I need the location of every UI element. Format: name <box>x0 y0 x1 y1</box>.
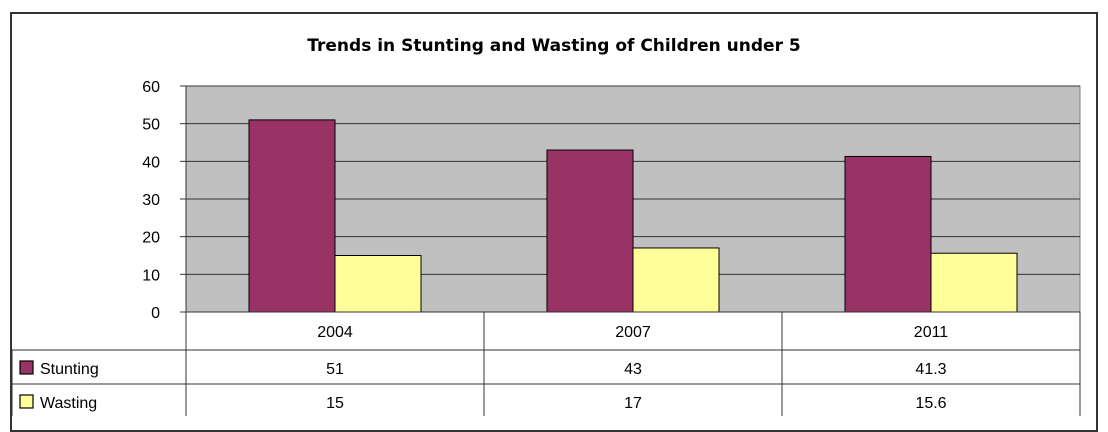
data-label-stunting: 43 <box>624 361 642 378</box>
category-label: 2004 <box>317 324 353 341</box>
chart-title: Trends in Stunting and Wasting of Childr… <box>307 36 801 56</box>
bar-wasting-2011 <box>930 252 1018 313</box>
data-label-wasting: 17 <box>624 395 642 412</box>
category-label: 2007 <box>615 324 651 341</box>
y-tick-label: 0 <box>151 305 160 322</box>
legend-label-stunting: Stunting <box>40 361 99 378</box>
bar-stunting-2007 <box>546 149 634 313</box>
legend-key-stunting <box>19 360 34 375</box>
y-tick-label: 50 <box>142 117 160 134</box>
bar-stunting-2004 <box>248 119 336 313</box>
bar-stunting-2011 <box>844 155 932 313</box>
data-label-wasting: 15.6 <box>915 395 946 412</box>
y-tick-label: 10 <box>142 267 160 284</box>
legend-label-wasting: Wasting <box>40 395 97 412</box>
y-tick-label: 40 <box>142 154 160 171</box>
data-label-stunting: 51 <box>326 361 344 378</box>
data-label-stunting: 41.3 <box>915 361 946 378</box>
legend-key-wasting <box>19 394 34 409</box>
category-label: 2011 <box>914 324 949 341</box>
data-label-wasting: 15 <box>326 395 344 412</box>
y-tick-label: 60 <box>142 79 160 96</box>
y-tick-label: 20 <box>142 230 160 247</box>
y-tick-label: 30 <box>142 192 160 209</box>
bar-wasting-2004 <box>334 255 422 313</box>
bar-wasting-2007 <box>632 247 720 313</box>
bar-chart: 0 10 20 30 40 50 60 2004 2007 2011 Stunting 51 43 41.… <box>11 79 1081 416</box>
